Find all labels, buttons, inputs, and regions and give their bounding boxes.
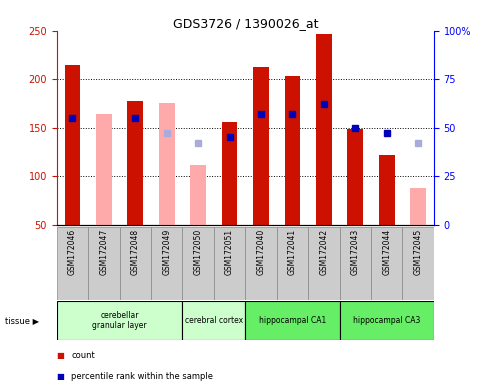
- Bar: [182, 227, 214, 300]
- Bar: [182, 301, 245, 340]
- Bar: [119, 227, 151, 300]
- Text: cerebral cortex: cerebral cortex: [185, 316, 243, 325]
- Bar: [348, 129, 363, 225]
- Bar: [222, 122, 238, 225]
- Bar: [159, 103, 175, 225]
- Text: GSM172049: GSM172049: [162, 229, 171, 275]
- Bar: [379, 155, 394, 225]
- Text: hippocampal CA1: hippocampal CA1: [259, 316, 326, 325]
- Text: cerebellar
granular layer: cerebellar granular layer: [92, 311, 147, 330]
- Bar: [214, 227, 246, 300]
- Text: GSM172046: GSM172046: [68, 229, 77, 275]
- Text: GSM172040: GSM172040: [256, 229, 266, 275]
- Text: ■: ■: [57, 372, 65, 381]
- Text: ■: ■: [57, 351, 65, 360]
- Text: percentile rank within the sample: percentile rank within the sample: [71, 372, 213, 381]
- Bar: [253, 66, 269, 225]
- Text: GSM172043: GSM172043: [351, 229, 360, 275]
- Text: GSM172044: GSM172044: [382, 229, 391, 275]
- Bar: [127, 101, 143, 225]
- Bar: [151, 227, 182, 300]
- Bar: [340, 301, 434, 340]
- Bar: [65, 65, 80, 225]
- Bar: [57, 227, 88, 300]
- Bar: [410, 188, 426, 225]
- Bar: [245, 301, 340, 340]
- Bar: [284, 76, 300, 225]
- Bar: [190, 166, 206, 225]
- Text: GSM172047: GSM172047: [99, 229, 108, 275]
- Text: tissue ▶: tissue ▶: [5, 316, 39, 325]
- Text: GSM172050: GSM172050: [194, 229, 203, 275]
- Title: GDS3726 / 1390026_at: GDS3726 / 1390026_at: [173, 17, 318, 30]
- Bar: [57, 301, 182, 340]
- Text: GSM172048: GSM172048: [131, 229, 140, 275]
- Bar: [96, 114, 112, 225]
- Text: hippocampal CA3: hippocampal CA3: [353, 316, 421, 325]
- Text: GSM172041: GSM172041: [288, 229, 297, 275]
- Text: GSM172051: GSM172051: [225, 229, 234, 275]
- Bar: [277, 227, 308, 300]
- Text: count: count: [71, 351, 95, 360]
- Bar: [316, 34, 332, 225]
- Bar: [245, 227, 277, 300]
- Text: GSM172045: GSM172045: [414, 229, 423, 275]
- Bar: [88, 227, 119, 300]
- Bar: [340, 227, 371, 300]
- Bar: [402, 227, 434, 300]
- Bar: [371, 227, 402, 300]
- Text: GSM172042: GSM172042: [319, 229, 328, 275]
- Bar: [308, 227, 340, 300]
